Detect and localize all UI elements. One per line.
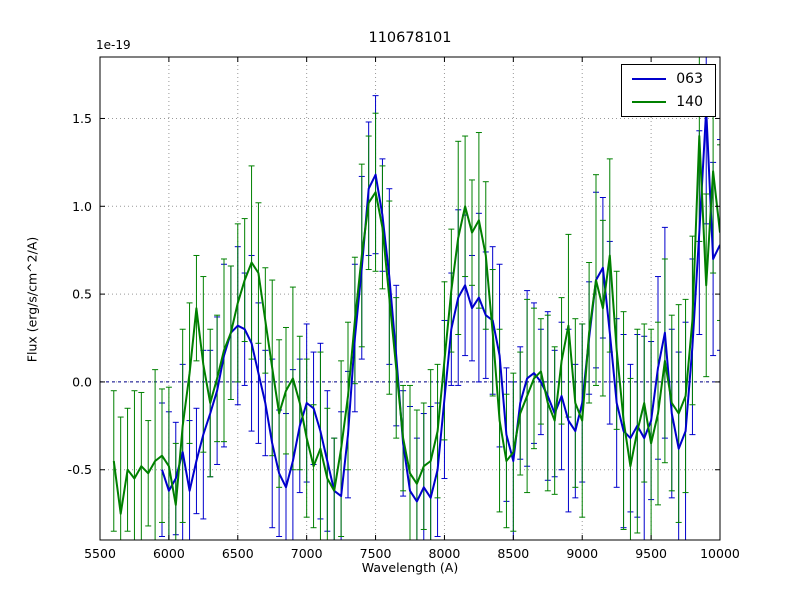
svg-text:9500: 9500 (635, 546, 667, 561)
svg-text:7500: 7500 (360, 546, 392, 561)
y-tick-labels: -0.5 0.0 0.5 1.0 1.5 (68, 111, 92, 477)
tick-marks (99, 57, 721, 540)
svg-text:1.5: 1.5 (72, 111, 92, 126)
svg-text:-0.5: -0.5 (68, 462, 92, 477)
svg-text:7000: 7000 (291, 546, 323, 561)
axes-frame (99, 56, 721, 541)
svg-text:5500: 5500 (84, 546, 116, 561)
y-axis-offset-text: 1e-19 (96, 38, 131, 52)
svg-text:8500: 8500 (497, 546, 529, 561)
svg-text:10000: 10000 (700, 546, 740, 561)
svg-text:6000: 6000 (153, 546, 185, 561)
chart-title: 110678101 (368, 30, 452, 46)
legend-item-140: 140 (632, 95, 703, 109)
legend-line-sample (632, 78, 667, 80)
series-063-line (161, 108, 720, 503)
legend: 063 140 (621, 64, 716, 117)
legend-line-sample (632, 101, 667, 103)
x-tick-labels: 5500 6000 6500 7000 7500 8000 8500 9000 9500 1000… (84, 546, 740, 561)
svg-text:1.0: 1.0 (72, 199, 92, 214)
y-axis-label: Flux (erg/s/cm^2/A) (24, 236, 40, 363)
svg-text:0.0: 0.0 (72, 374, 92, 389)
legend-label: 063 (676, 71, 703, 87)
legend-label: 140 (676, 94, 703, 110)
svg-text:8000: 8000 (429, 546, 461, 561)
svg-text:6500: 6500 (222, 546, 254, 561)
svg-text:0.5: 0.5 (72, 287, 92, 302)
svg-text:9000: 9000 (566, 546, 598, 561)
legend-item-063: 063 (632, 72, 703, 86)
x-axis-label: Wavelength (A) (361, 560, 459, 575)
series-140-line (112, 135, 720, 515)
